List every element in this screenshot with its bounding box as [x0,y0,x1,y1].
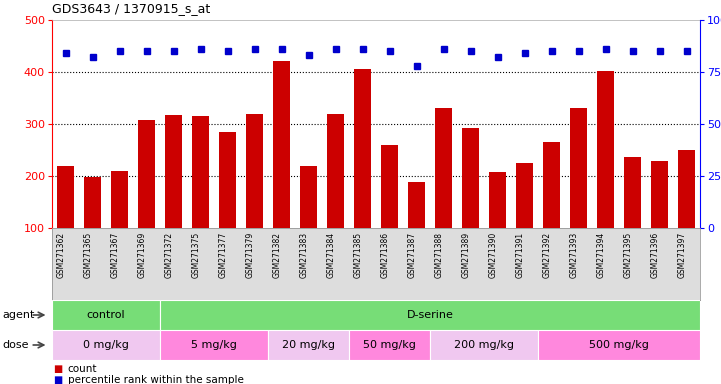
Text: GSM271387: GSM271387 [407,232,417,278]
Bar [52,300,160,330]
Text: GSM271386: GSM271386 [381,232,389,278]
Bar [58,166,74,228]
Bar [52,330,160,360]
Text: GSM271375: GSM271375 [192,232,200,278]
Bar [349,330,430,360]
Bar [268,330,349,360]
Bar [678,150,694,228]
Text: 200 mg/kg: 200 mg/kg [454,340,514,350]
Bar [490,172,505,228]
Bar [651,161,668,228]
Text: GSM271393: GSM271393 [570,232,578,278]
Text: percentile rank within the sample: percentile rank within the sample [68,375,244,384]
Text: GSM271382: GSM271382 [273,232,281,278]
Bar [430,330,538,360]
Text: GSM271384: GSM271384 [327,232,335,278]
Text: agent: agent [2,310,35,320]
Text: GDS3643 / 1370915_s_at: GDS3643 / 1370915_s_at [52,2,211,15]
Bar [516,163,533,228]
Text: GSM271385: GSM271385 [353,232,363,278]
Text: count: count [68,364,97,374]
Text: 0 mg/kg: 0 mg/kg [83,340,129,350]
Bar [301,166,317,228]
Text: GSM271392: GSM271392 [542,232,552,278]
Text: GSM271379: GSM271379 [245,232,255,278]
Text: GSM271397: GSM271397 [678,232,686,278]
Text: GSM271372: GSM271372 [164,232,174,278]
Text: GSM271391: GSM271391 [516,232,524,278]
Text: ■: ■ [53,375,63,384]
Bar [435,108,451,228]
Bar [165,115,182,228]
Text: GSM271388: GSM271388 [435,232,443,278]
Bar [247,114,262,228]
Bar [160,300,700,330]
Bar [193,116,208,228]
Text: GSM271394: GSM271394 [596,232,606,278]
Text: GSM271365: GSM271365 [84,232,92,278]
Bar [598,71,614,228]
Text: D-serine: D-serine [407,310,454,320]
Text: GSM271395: GSM271395 [624,232,632,278]
Text: dose: dose [2,340,29,350]
Text: GSM271389: GSM271389 [461,232,471,278]
Text: 50 mg/kg: 50 mg/kg [363,340,416,350]
Text: GSM271369: GSM271369 [138,232,146,278]
Bar [355,70,371,228]
Bar [624,157,640,228]
Bar [538,330,700,360]
Text: GSM271377: GSM271377 [218,232,228,278]
Text: GSM271396: GSM271396 [650,232,660,278]
Text: 500 mg/kg: 500 mg/kg [589,340,649,350]
Bar [138,120,154,228]
Text: GSM271367: GSM271367 [110,232,120,278]
Bar [570,108,587,228]
Bar [273,61,290,228]
Bar [327,114,344,228]
Text: GSM271383: GSM271383 [299,232,309,278]
Bar [544,142,559,228]
Bar [112,171,128,228]
Text: GSM271390: GSM271390 [489,232,497,278]
Text: 20 mg/kg: 20 mg/kg [282,340,335,350]
Text: GSM271362: GSM271362 [56,232,66,278]
Bar [160,330,268,360]
Bar [381,145,397,228]
Bar [408,182,425,228]
Text: 5 mg/kg: 5 mg/kg [191,340,237,350]
Text: ■: ■ [53,364,63,374]
Bar [219,132,236,228]
Bar [462,128,479,228]
Bar [84,177,101,228]
Text: control: control [87,310,125,320]
